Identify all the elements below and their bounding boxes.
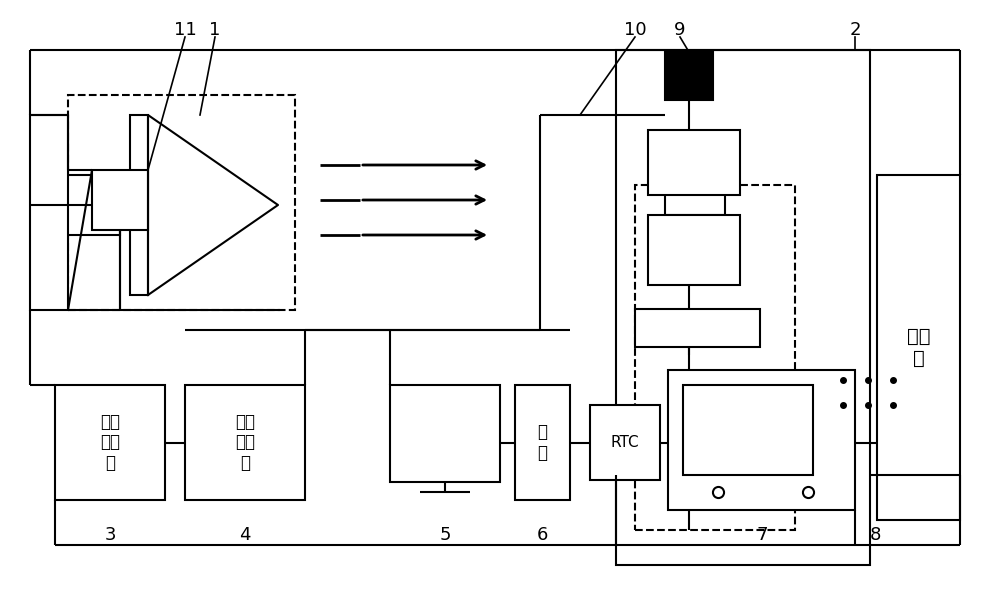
Text: 10: 10 — [624, 21, 646, 39]
Text: RTC: RTC — [611, 435, 639, 450]
Bar — [648, 215, 740, 285]
Bar — [683, 385, 813, 475]
Bar — [65, 175, 120, 235]
Bar — [68, 95, 295, 310]
Text: 11: 11 — [174, 21, 196, 39]
Bar — [185, 385, 305, 500]
Bar — [590, 405, 660, 480]
Bar — [668, 370, 855, 510]
Text: 3: 3 — [104, 526, 116, 544]
Bar — [390, 385, 500, 482]
Text: 低噪
放: 低噪 放 — [907, 327, 930, 368]
Text: 6: 6 — [536, 526, 548, 544]
Bar — [30, 115, 68, 310]
Bar — [92, 170, 148, 230]
Bar — [877, 175, 960, 520]
Text: 1: 1 — [209, 21, 221, 39]
Bar — [55, 385, 165, 500]
Text: 2: 2 — [849, 21, 861, 39]
Text: 伺服
驱动
器: 伺服 驱动 器 — [100, 413, 120, 472]
Bar — [616, 50, 870, 565]
Text: 4: 4 — [239, 526, 251, 544]
Text: 8: 8 — [869, 526, 881, 544]
Bar — [515, 385, 570, 500]
Text: 7: 7 — [756, 526, 768, 544]
Bar — [648, 130, 740, 195]
Text: 5: 5 — [439, 526, 451, 544]
Text: 多轴
控制
卡: 多轴 控制 卡 — [235, 413, 255, 472]
Bar — [635, 309, 760, 347]
Polygon shape — [148, 115, 278, 295]
Text: 9: 9 — [674, 21, 686, 39]
Bar — [130, 115, 148, 295]
Text: 网
卡: 网 卡 — [538, 423, 548, 462]
Bar — [635, 185, 795, 530]
Bar — [665, 52, 713, 100]
